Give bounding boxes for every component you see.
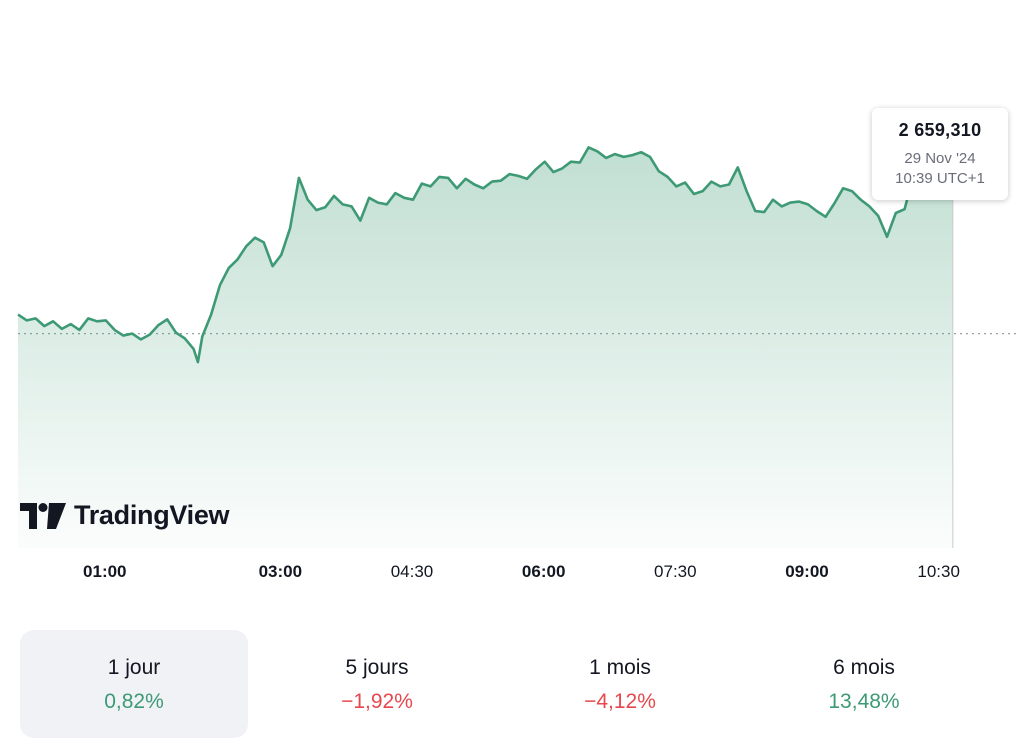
period-change: 13,48% [828, 690, 900, 713]
x-tick-label: 09:00 [785, 562, 828, 581]
x-tick-label: 06:00 [522, 562, 565, 581]
period-1-jour[interactable]: 1 jour 0,82% [20, 630, 248, 738]
x-axis: 01:00 03:00 04:30 06:00 07:30 09:00 10:30 [83, 562, 960, 581]
x-tick-label: 01:00 [83, 562, 126, 581]
x-tick-label: 10:30 [917, 562, 960, 581]
period-5-jours[interactable]: 5 jours −1,92% [263, 630, 491, 738]
period-selector: 1 jour 0,82% 5 jours −1,92% 1 mois −4,12… [20, 630, 1020, 740]
period-1-mois[interactable]: 1 mois −4,12% [506, 630, 734, 738]
x-tick-label: 03:00 [259, 562, 302, 581]
x-tick-label: 07:30 [654, 562, 697, 581]
tooltip-price: 2 659,310 [898, 120, 982, 140]
tradingview-logo-text: TradingView [74, 500, 230, 530]
period-change: 0,82% [104, 690, 164, 713]
tradingview-logo[interactable]: TradingView [20, 500, 230, 531]
price-line [17, 146, 954, 364]
period-label: 1 jour [107, 656, 161, 679]
period-label: 6 mois [833, 656, 895, 679]
price-area-fill [18, 147, 953, 548]
tooltip-time: 10:39 UTC+1 [895, 170, 985, 187]
period-label: 1 mois [589, 656, 651, 679]
period-6-mois[interactable]: 6 mois 13,48% [750, 630, 978, 738]
period-change: −1,92% [341, 690, 413, 713]
x-tick-label: 04:30 [391, 562, 434, 581]
tradingview-logo-icon [20, 502, 66, 529]
price-tooltip: 2 659,310 29 Nov '24 10:39 UTC+1 [872, 108, 1008, 200]
period-change: −4,12% [584, 690, 656, 713]
tooltip-date: 29 Nov '24 [904, 150, 976, 167]
period-label: 5 jours [345, 656, 409, 679]
